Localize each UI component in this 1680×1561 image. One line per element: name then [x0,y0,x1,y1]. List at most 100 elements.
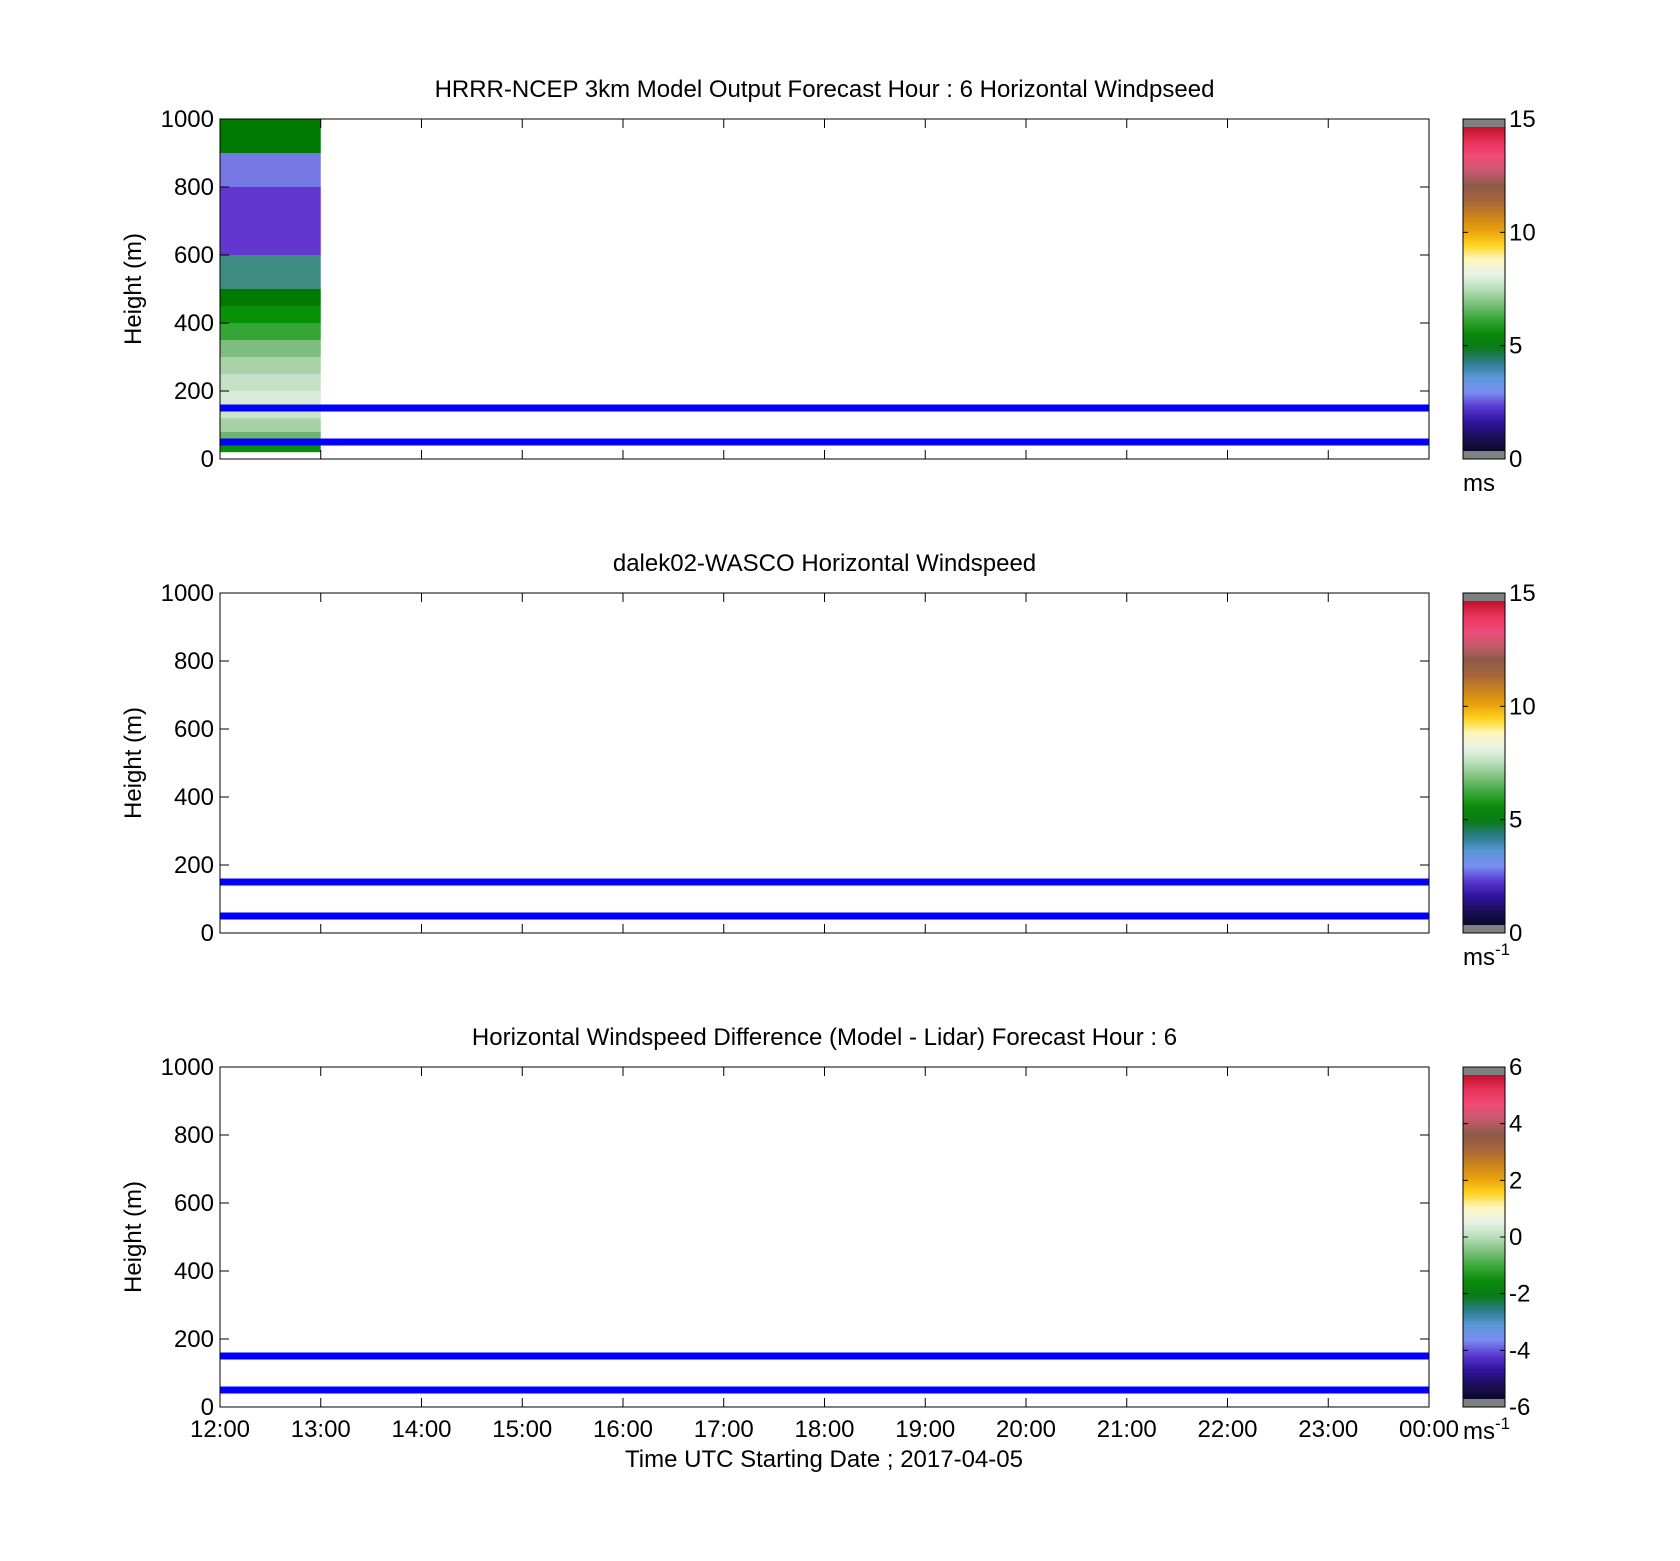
x-tick-label: 19:00 [895,1416,955,1443]
y-tick-label: 400 [174,1258,214,1285]
heatmap-cell [220,119,321,153]
colorbar: -6 -4 -2 0 2 4 6 [1462,1054,1530,1421]
heatmap-cell [220,306,321,323]
y-tick-label: 0 [201,446,214,473]
colorbar-bottom-cap [1463,925,1505,933]
x-tick-label: 15:00 [492,1416,552,1443]
panel-lidar: dalek02-WASCO Horizontal Windspeed 0 200 4… [120,550,1536,971]
colorbar-tick-label: 0 [1509,920,1522,947]
colorbar-unit-base: ms [1463,944,1495,971]
x-tick-label: 22:00 [1197,1416,1257,1443]
colorbar-tick-label: -4 [1509,1337,1530,1364]
colorbar-unit-exponent: -1 [1495,940,1510,959]
reference-lines [220,878,1429,920]
colorbar-tick-label: 6 [1509,1054,1522,1081]
colorbar-gradient [1463,601,1505,925]
y-tick-label: 200 [174,1326,214,1353]
y-axis-ticks: 0 200 400 600 800 1000 [161,1054,1429,1421]
panel-title: Horizontal Windspeed Difference (Model -… [472,1024,1177,1051]
x-tick-label: 16:00 [593,1416,653,1443]
colorbar: 0 5 10 15 [1462,106,1536,473]
y-tick-label: 400 [174,784,214,811]
heatmap-cells [220,119,321,453]
reference-lines [220,404,1429,446]
colorbar-gradient [1463,127,1505,451]
y-axis-label: Height (m) [120,707,147,819]
heatmap-cell [220,391,321,408]
x-axis-ticks [219,119,1430,459]
y-tick-label: 0 [201,1394,214,1421]
reference-lines [220,1352,1429,1394]
panel-model: HRRR-NCEP 3km Model Output Forecast Hour… [120,76,1536,497]
colorbar-tick-label: 15 [1509,106,1536,133]
y-tick-label: 400 [174,310,214,337]
colorbar-tick-label: 0 [1509,1224,1522,1251]
colorbar-bottom-cap [1463,451,1505,459]
x-tick-label: 17:00 [694,1416,754,1443]
colorbar-top-cap [1463,1067,1505,1075]
heatmap-cell [220,418,321,432]
x-tick-labels: 12:00 13:00 14:00 15:00 16:00 17:00 18:00 19:00… [190,1416,1459,1443]
colorbar-tick-label: 5 [1509,333,1522,360]
colorbar-tick-label: 2 [1509,1167,1522,1194]
colorbar-top-cap [1463,593,1505,601]
colorbar-top-cap [1463,119,1505,127]
y-tick-label: 600 [174,242,214,269]
heatmap-cell [220,340,321,357]
colorbar-unit-base: ms [1463,1418,1495,1445]
heatmap-cell [220,357,321,374]
y-tick-label: 600 [174,716,214,743]
x-tick-label: 12:00 [190,1416,250,1443]
heatmap-cell [220,374,321,391]
colorbar-tick-label: 4 [1509,1111,1522,1138]
y-tick-label: 1000 [161,106,214,133]
y-axis-ticks: 0 200 400 600 800 1000 [161,106,1429,473]
y-tick-label: 0 [201,920,214,947]
colorbar-unit: ms-1 [1463,1414,1510,1445]
y-tick-label: 200 [174,852,214,879]
y-tick-label: 200 [174,378,214,405]
colorbar-tick-label: 15 [1509,580,1536,607]
colorbar-bottom-cap [1463,1399,1505,1407]
y-tick-label: 1000 [161,580,214,607]
x-tick-label: 23:00 [1298,1416,1358,1443]
heatmap-cell [220,431,321,441]
colorbar-unit: ms [1463,470,1495,497]
colorbar-unit-base: ms [1463,470,1495,497]
y-tick-label: 800 [174,174,214,201]
y-tick-label: 600 [174,1190,214,1217]
y-axis-label: Height (m) [120,233,147,345]
colorbar: 0 5 10 15 [1462,580,1536,947]
heatmap-cell [220,153,321,187]
colorbar-tick-label: 5 [1509,807,1522,834]
colorbar-tick-label: 10 [1509,693,1536,720]
heatmap-cell [220,408,321,419]
colorbar-frame [1462,592,1506,934]
x-axis-label: Time UTC Starting Date ; 2017-04-05 [625,1446,1023,1473]
heatmap-cell [220,443,321,453]
y-tick-label: 1000 [161,1054,214,1081]
x-tick-label: 13:00 [291,1416,351,1443]
panel-difference: Horizontal Windspeed Difference (Model -… [120,1024,1530,1445]
colorbar-unit: ms-1 [1463,940,1510,971]
colorbar-gradient [1463,1075,1505,1399]
colorbar-frame [1462,118,1506,460]
panel-title: HRRR-NCEP 3km Model Output Forecast Hour… [435,76,1215,103]
y-axis-ticks: 0 200 400 600 800 1000 [161,580,1429,947]
heatmap-cell [220,255,321,289]
y-axis-label: Height (m) [120,1181,147,1293]
colorbar-tick-label: 0 [1509,446,1522,473]
heatmap-cell [220,323,321,340]
x-tick-label: 14:00 [391,1416,451,1443]
x-tick-label: 00:00 [1399,1416,1459,1443]
x-axis-ticks [219,1067,1430,1407]
heatmap-cell [220,289,321,306]
colorbar-tick-label: -6 [1509,1394,1530,1421]
colorbar-unit-exponent: -1 [1495,1414,1510,1433]
panel-title: dalek02-WASCO Horizontal Windspeed [613,550,1036,577]
y-tick-label: 800 [174,1122,214,1149]
x-tick-label: 20:00 [996,1416,1056,1443]
colorbar-tick-label: -2 [1509,1281,1530,1308]
x-tick-label: 21:00 [1097,1416,1157,1443]
